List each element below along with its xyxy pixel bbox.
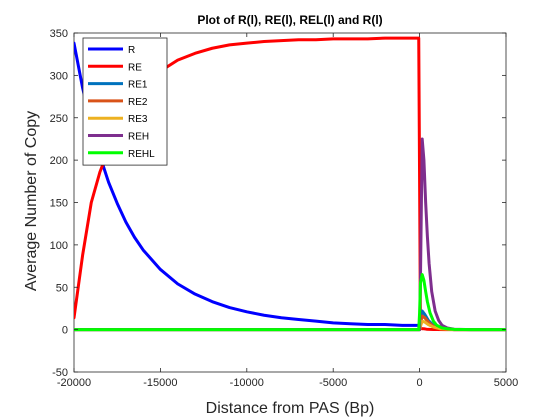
- x-tick-label: -10000: [230, 377, 264, 389]
- y-tick-label: 0: [62, 325, 68, 337]
- series-line-rehl: [74, 273, 506, 332]
- x-tick-label: -20000: [57, 377, 91, 389]
- y-tick-label: 200: [50, 155, 68, 167]
- y-tick-label: 100: [50, 240, 68, 252]
- x-tick-label: -15000: [143, 377, 177, 389]
- legend-label-re1: RE1: [128, 80, 148, 91]
- legend-label-re3: RE3: [128, 114, 148, 125]
- legend-label-reh: REH: [128, 132, 149, 143]
- chart-title: Plot of R(l), RE(l), REL(l) and R(l): [197, 13, 382, 27]
- legend-label-rehl: REHL: [128, 149, 155, 160]
- legend-label-re2: RE2: [128, 97, 148, 108]
- y-tick-label: 250: [50, 113, 68, 125]
- axes-layer: -20000 -15000 -10000 -5000 0 5000 -50 0 50 100 150…: [50, 28, 519, 389]
- y-tick-label: 150: [50, 198, 68, 210]
- legend-label-r: R: [128, 45, 135, 56]
- y-tick-label: -50: [52, 367, 68, 379]
- y-tick-label: 50: [56, 282, 68, 294]
- legend-label-re: RE: [128, 62, 142, 73]
- y-tick-label: 350: [50, 28, 68, 40]
- y-tick-label: 300: [50, 70, 68, 82]
- legend: R RE RE1 RE2 RE3 REH REHL: [82, 37, 168, 166]
- x-axis-title: Distance from PAS (Bp): [206, 400, 375, 417]
- series-line-r: [74, 41, 422, 327]
- x-tick-label: -5000: [319, 377, 347, 389]
- x-tick-label: 5000: [494, 377, 518, 389]
- y-axis-title: Average Number of Copy: [23, 111, 40, 291]
- x-tick-label: 0: [417, 377, 423, 389]
